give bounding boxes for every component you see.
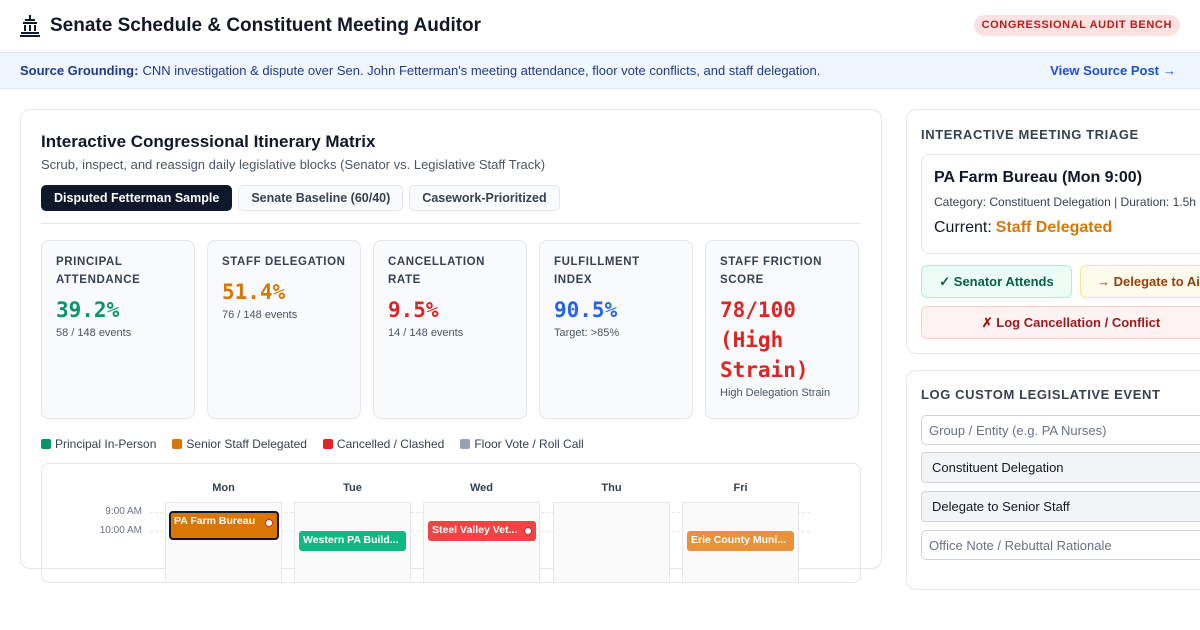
metric-sub: 76 / 148 events xyxy=(222,309,298,321)
divider xyxy=(41,223,861,224)
source-text: CNN investigation & dispute over Sen. Jo… xyxy=(142,63,821,78)
metric-sub: 58 / 148 events xyxy=(56,327,132,339)
conflict-dot-icon xyxy=(524,527,532,535)
calendar-legend: Principal In-Person Senior Staff Delegat… xyxy=(41,437,584,451)
custom-event-panel: LOG CUSTOM LEGISLATIVE EVENT Constituent… xyxy=(906,370,1200,590)
dataset-tabs: Disputed Fetterman Sample Senate Baselin… xyxy=(41,185,560,211)
delegate-to-aide-button[interactable]: → Delegate to Aide xyxy=(1080,265,1200,298)
office-note-input[interactable] xyxy=(921,530,1200,560)
triage-heading: INTERACTIVE MEETING TRIAGE xyxy=(921,127,1139,142)
legend-swatch xyxy=(322,439,333,449)
view-source-link[interactable]: View Source Post → xyxy=(1050,63,1176,78)
metric-staff-delegation: STAFF DELEGATION 51.4% 76 / 148 events xyxy=(207,240,361,419)
time-label: 10:00 AM xyxy=(99,525,142,536)
metric-label: STAFF DELEGATION xyxy=(222,256,346,268)
event-label: Western PA Build... xyxy=(303,534,399,546)
event-label: Erie County Muni... xyxy=(691,534,787,546)
legend-item: Floor Vote / Roll Call xyxy=(460,437,584,451)
current-status: Current: Staff Delegated xyxy=(934,219,1200,237)
legend-swatch xyxy=(41,439,51,449)
audit-badge: CONGRESSIONAL AUDIT BENCH xyxy=(973,15,1180,36)
legend-label: Principal In-Person xyxy=(55,437,157,451)
capitol-building-icon xyxy=(20,15,40,37)
weekly-calendar: Mon Tue Wed Thu Fri 9:00 AM 10:00 AM PA … xyxy=(41,463,861,583)
group-entity-input[interactable] xyxy=(921,415,1200,445)
day-column-wed[interactable] xyxy=(423,502,540,582)
metric-label: PRINCIPAL ATTENDANCE xyxy=(56,256,141,286)
meeting-triage-panel: INTERACTIVE MEETING TRIAGE PA Farm Burea… xyxy=(906,109,1200,354)
day-header-tue: Tue xyxy=(343,482,362,494)
selected-meeting-card: PA Farm Bureau (Mon 9:00) Category: Cons… xyxy=(921,154,1200,254)
source-banner: Source Grounding: CNN investigation & di… xyxy=(0,53,1200,89)
metrics-row: PRINCIPAL ATTENDANCE 39.2% 58 / 148 even… xyxy=(41,240,859,419)
metric-principal-attendance: PRINCIPAL ATTENDANCE 39.2% 58 / 148 even… xyxy=(41,240,195,419)
metric-value: 51.4% xyxy=(222,280,286,304)
arrow-right-icon: → xyxy=(1163,63,1176,78)
metric-cancellation-rate: CANCELLATION RATE 9.5% 14 / 148 events xyxy=(373,240,527,419)
selected-meeting-title: PA Farm Bureau (Mon 9:00) xyxy=(934,169,1143,186)
metric-sub: Target: >85% xyxy=(554,327,620,339)
legend-item: Principal In-Person xyxy=(41,437,156,451)
current-status-value: Staff Delegated xyxy=(995,219,1113,236)
metric-label: CANCELLATION RATE xyxy=(388,256,486,286)
metric-label: FULFILLMENT INDEX xyxy=(554,256,640,286)
conflict-dot-icon xyxy=(265,519,273,527)
metric-value: 78/100 (High Strain) xyxy=(720,298,809,382)
senator-attends-button[interactable]: ✓ Senator Attends xyxy=(921,265,1072,298)
itinerary-matrix-card: Interactive Congressional Itinerary Matr… xyxy=(20,109,882,583)
day-column-thu[interactable] xyxy=(553,502,670,582)
legend-swatch xyxy=(460,439,471,449)
time-label: 9:00 AM xyxy=(105,506,142,517)
legend-item: Cancelled / Clashed xyxy=(322,437,445,451)
event-label: PA Farm Bureau xyxy=(174,515,256,527)
day-header-fri: Fri xyxy=(733,482,748,494)
day-header-wed: Wed xyxy=(469,482,494,494)
legend-label: Floor Vote / Roll Call xyxy=(474,437,584,451)
app-title: Senate Schedule & Constituent Meeting Au… xyxy=(50,15,482,36)
metric-staff-friction-score: STAFF FRICTION SCORE 78/100 (High Strain… xyxy=(705,240,859,419)
metric-value: 39.2% xyxy=(56,298,120,322)
custom-event-heading: LOG CUSTOM LEGISLATIVE EVENT xyxy=(921,387,1161,402)
metric-value: 9.5% xyxy=(388,298,439,322)
assignment-select[interactable]: Delegate to Senior Staff xyxy=(921,491,1200,522)
current-status-label: Current: xyxy=(934,219,992,236)
tab-senate-baseline[interactable]: Senate Baseline (60/40) xyxy=(238,185,404,211)
metric-label: STAFF FRICTION SCORE xyxy=(720,256,823,286)
day-header-mon: Mon xyxy=(212,482,235,494)
event-label: Steel Valley Vet... xyxy=(432,524,518,536)
category-select[interactable]: Constituent Delegation xyxy=(921,452,1200,483)
event-block-steel-valley[interactable]: Steel Valley Vet... xyxy=(428,521,536,541)
event-block-erie-county[interactable]: Erie County Muni... xyxy=(687,531,794,551)
tab-casework-prioritized[interactable]: Casework-Prioritized xyxy=(409,185,560,211)
legend-label: Senior Staff Delegated xyxy=(186,437,307,451)
legend-label: Cancelled / Clashed xyxy=(336,437,445,451)
metric-sub: High Delegation Strain xyxy=(720,387,831,399)
event-block-western-pa[interactable]: Western PA Build... xyxy=(299,531,406,551)
matrix-subtitle: Scrub, inspect, and reassign daily legis… xyxy=(41,157,546,172)
metric-value: 90.5% xyxy=(554,298,618,322)
selected-meeting-meta: Category: Constituent Delegation | Durat… xyxy=(934,195,1196,209)
view-source-label[interactable]: View Source Post xyxy=(1050,63,1159,78)
app-header: Senate Schedule & Constituent Meeting Au… xyxy=(0,0,1200,53)
metric-sub: 14 / 148 events xyxy=(388,327,464,339)
day-header-thu: Thu xyxy=(601,482,622,494)
event-block-pa-farm-bureau[interactable]: PA Farm Bureau xyxy=(169,511,279,540)
legend-item: Senior Staff Delegated xyxy=(172,437,307,451)
tab-disputed-sample[interactable]: Disputed Fetterman Sample xyxy=(41,185,233,211)
matrix-title: Interactive Congressional Itinerary Matr… xyxy=(41,132,376,151)
source-label: Source Grounding: xyxy=(20,63,139,78)
metric-fulfillment-index: FULFILLMENT INDEX 90.5% Target: >85% xyxy=(539,240,693,419)
legend-swatch xyxy=(172,439,183,449)
log-cancellation-button[interactable]: ✗ Log Cancellation / Conflict xyxy=(921,306,1200,339)
